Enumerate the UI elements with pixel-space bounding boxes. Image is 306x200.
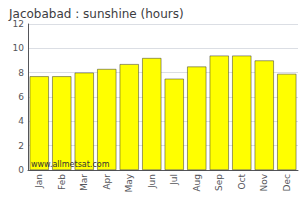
svg-text:Feb: Feb — [57, 174, 67, 190]
svg-text:Dec: Dec — [282, 174, 292, 191]
svg-text:10: 10 — [13, 43, 25, 53]
svg-text:Jun: Jun — [147, 174, 157, 189]
svg-text:Jan: Jan — [34, 174, 44, 189]
svg-text:Jacobabad : sunshine (hours): Jacobabad : sunshine (hours) — [8, 7, 184, 21]
svg-text:Apr: Apr — [102, 174, 112, 190]
svg-text:www.allmetsat.com: www.allmetsat.com — [31, 160, 110, 169]
svg-text:Nov: Nov — [259, 173, 269, 191]
svg-text:Aug: Aug — [192, 174, 202, 192]
svg-text:0: 0 — [18, 165, 24, 175]
svg-text:Mar: Mar — [79, 174, 89, 191]
svg-text:8: 8 — [18, 68, 24, 78]
svg-text:6: 6 — [18, 92, 24, 102]
svg-text:12: 12 — [12, 19, 24, 29]
svg-text:4: 4 — [18, 116, 24, 126]
svg-text:May: May — [124, 173, 134, 192]
svg-text:Oct: Oct — [237, 174, 247, 190]
svg-text:Jul: Jul — [169, 174, 179, 186]
svg-text:Sep: Sep — [214, 174, 224, 191]
svg-text:2: 2 — [18, 141, 24, 151]
